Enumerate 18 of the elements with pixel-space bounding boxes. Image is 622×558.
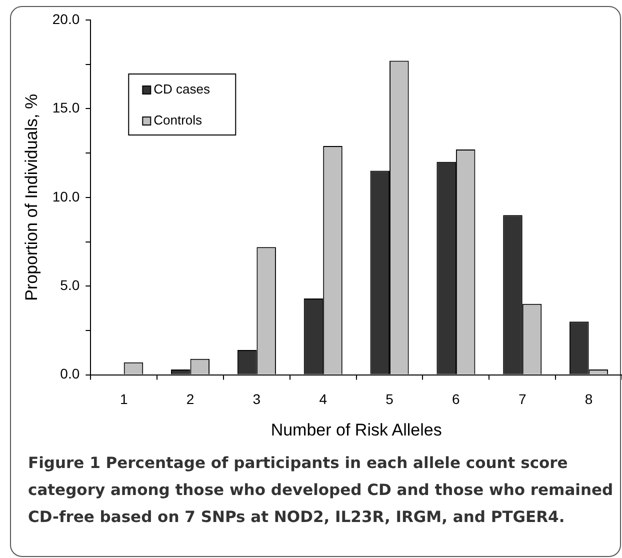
- legend-label: Controls: [154, 112, 203, 128]
- x-tick-label: 6: [452, 391, 460, 408]
- y-axis-title: Proportion of Individuals, %: [22, 94, 41, 301]
- y-tick-label: 15.0: [52, 100, 80, 116]
- y-tick-label: 10.0: [52, 188, 80, 204]
- x-tick-label: 7: [518, 391, 526, 408]
- x-tick-label: 1: [120, 391, 128, 408]
- x-tick-label: 2: [186, 391, 194, 408]
- x-axis-title: Number of Risk Alleles: [270, 420, 442, 440]
- y-tick-label: 0.0: [60, 366, 80, 382]
- y-tick-label: 20.0: [52, 10, 80, 27]
- x-tick-label: 8: [584, 391, 593, 408]
- caption: Figure 1 Percentage of participants in each allele count score category among those who developed CD and those who remained CD-free based on 7 SNPs at NOD2, IL23R, IRGM, and PTGER4.: [28, 453, 614, 528]
- x-tick-label: 5: [386, 391, 394, 408]
- x-tick-label: 3: [252, 391, 261, 408]
- legend-label: CD cases: [154, 82, 210, 97]
- x-tick-label: 4: [319, 391, 328, 408]
- y-tick-label: 5.0: [60, 276, 80, 293]
